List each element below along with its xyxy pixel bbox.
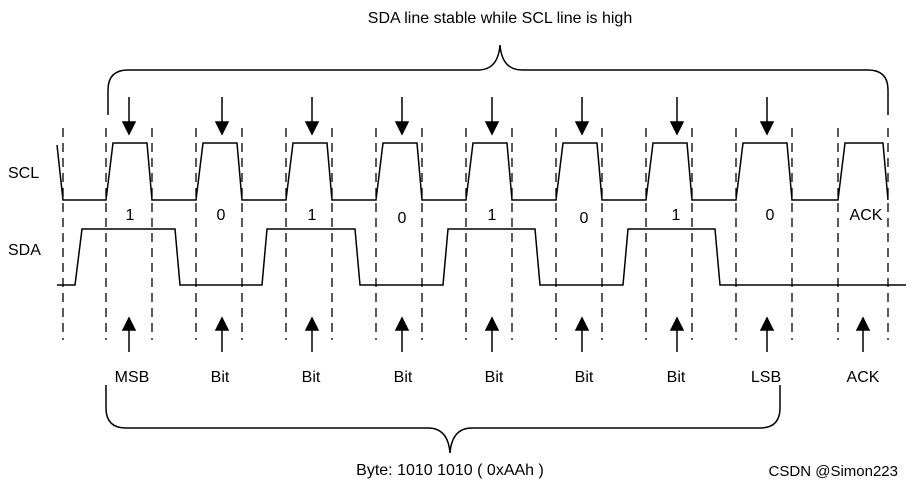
- scl-label: SCL: [8, 165, 39, 182]
- top-caption: SDA line stable while SCL line is high: [368, 10, 632, 27]
- up-arrow-head: [759, 316, 775, 331]
- top-brace: [107, 44, 889, 115]
- bit-values: 1 0 1 0 1 0 1 0 ACK: [126, 207, 883, 227]
- up-arrow-head: [121, 316, 137, 331]
- up-arrow-head: [855, 316, 871, 331]
- up-arrow-head: [304, 316, 320, 331]
- bit-value: 0: [398, 210, 407, 227]
- up-arrow-head: [394, 316, 410, 331]
- down-arrow-head: [669, 121, 685, 136]
- down-arrow-head: [121, 121, 137, 136]
- sda-label: SDA: [8, 242, 41, 259]
- bit-value: 0: [580, 210, 589, 227]
- bit-value: 1: [488, 207, 497, 224]
- bottom-brace: [105, 385, 781, 454]
- bit-label: Bit: [302, 369, 321, 386]
- bit-label: Bit: [485, 369, 504, 386]
- sda-waveform: [57, 228, 906, 286]
- bit-value: 1: [672, 207, 681, 224]
- scl-waveform: [56, 142, 889, 201]
- ack-value: ACK: [850, 207, 883, 224]
- bit-value: 1: [308, 207, 317, 224]
- down-arrow-head: [394, 121, 410, 136]
- down-arrow-head: [484, 121, 500, 136]
- bit-label: Bit: [667, 369, 686, 386]
- bit-labels: MSB Bit Bit Bit Bit Bit Bit LSB ACK: [115, 369, 880, 386]
- down-arrow-head: [574, 121, 590, 136]
- up-arrow-head: [484, 316, 500, 331]
- up-arrow-head: [574, 316, 590, 331]
- down-arrow-head: [304, 121, 320, 136]
- bit-label: LSB: [751, 369, 781, 386]
- down-arrow-head: [759, 121, 775, 136]
- bit-value: 0: [766, 207, 775, 224]
- up-arrows: [121, 316, 871, 352]
- bit-label: MSB: [115, 369, 150, 386]
- bit-label: Bit: [211, 369, 230, 386]
- up-arrow-head: [214, 316, 230, 331]
- up-arrow-head: [669, 316, 685, 331]
- bit-label: Bit: [575, 369, 594, 386]
- watermark: CSDN @Simon223: [769, 463, 898, 480]
- bit-value: 1: [126, 207, 135, 224]
- bottom-caption: Byte: 1010 1010 ( 0xAAh ): [356, 462, 544, 479]
- dashed-boundaries: [62, 128, 889, 340]
- bit-label: Bit: [394, 369, 413, 386]
- bit-value: 0: [217, 207, 226, 224]
- down-arrows: [121, 97, 775, 136]
- ack-label: ACK: [847, 369, 880, 386]
- down-arrow-head: [214, 121, 230, 136]
